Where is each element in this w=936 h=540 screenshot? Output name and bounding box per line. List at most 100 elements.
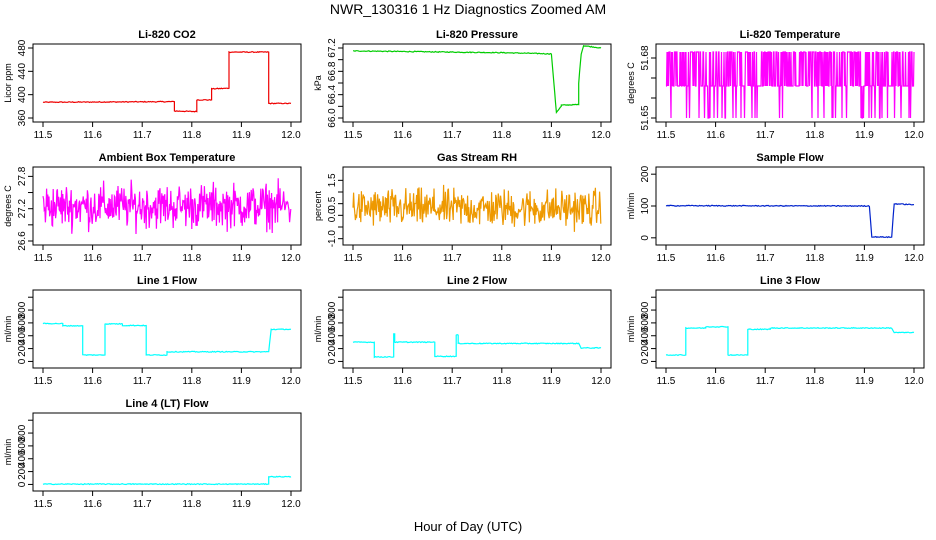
x-tick-label: 11.7: [133, 253, 152, 264]
y-tick-label: 0.5: [327, 196, 338, 210]
x-tick-label: 11.5: [344, 253, 363, 264]
plot-frame: [342, 289, 612, 369]
x-tick-label: 11.8: [492, 253, 511, 264]
series-line: [42, 322, 292, 357]
panel-3: Li-820 Temperature 11.5 11.6 11.7 11.8 11.9 12…: [626, 29, 925, 141]
y-axis-label: ml/min: [626, 316, 636, 343]
x-tick-label: 11.5: [34, 376, 53, 387]
panel-title: Li-820 Temperature: [740, 29, 841, 41]
plot-frame: [342, 166, 612, 246]
panel-title: Line 1 Flow: [137, 275, 197, 287]
y-tick-label: 200: [640, 340, 651, 357]
x-tick-label: 12.0: [281, 376, 301, 387]
x-tick-label: 11.6: [83, 376, 102, 387]
y-axis-label: Licor ppm: [3, 63, 13, 103]
series-line: [352, 333, 602, 359]
series-line: [665, 203, 915, 239]
x-tick-label: 12.0: [591, 130, 611, 141]
series-line: [42, 178, 292, 235]
y-tick-label: 200: [17, 340, 28, 357]
x-tick-label: 11.9: [232, 499, 251, 510]
y-tick-label: -1.0: [327, 230, 338, 248]
x-tick-label: 11.6: [393, 253, 412, 264]
x-tick-label: 11.9: [542, 376, 561, 387]
series-line: [665, 51, 915, 119]
panel-10: Line 4 (LT) Flow 11.5 11.6 11.7 11.8 11.9 12.0…: [3, 398, 302, 510]
x-tick-label: 11.9: [232, 376, 251, 387]
x-tick-label: 11.6: [83, 253, 102, 264]
panel-1: Li-820 CO2 11.5 11.6 11.7 11.8 11.9 12.0 360 400…: [3, 29, 302, 141]
series-line: [665, 325, 915, 357]
panel-title: Gas Stream RH: [437, 152, 517, 164]
y-axis-label: ml/min: [3, 439, 13, 466]
x-tick-label: 11.7: [756, 253, 775, 264]
x-tick-label: 11.7: [756, 376, 775, 387]
y-tick-label: 800: [17, 424, 28, 441]
y-tick-label: 1.5: [327, 173, 338, 187]
x-tick-label: 11.6: [83, 130, 102, 141]
y-tick-label: 66.0: [327, 108, 338, 128]
x-tick-label: 11.7: [443, 130, 462, 141]
series-line: [42, 475, 292, 486]
y-tick-label: 66.4: [327, 84, 338, 104]
x-tick-label: 11.9: [542, 130, 561, 141]
x-tick-label: 11.7: [443, 376, 462, 387]
x-tick-label: 11.5: [34, 499, 53, 510]
y-tick-label: 0.0: [327, 208, 338, 222]
y-tick-label: 27.2: [17, 199, 28, 219]
figure-xlabel: Hour of Day (UTC): [414, 519, 522, 534]
y-tick-label: 67.2: [327, 38, 338, 58]
figure-title: NWR_130316 1 Hz Diagnostics Zoomed AM: [330, 1, 606, 17]
panel-title: Line 4 (LT) Flow: [126, 398, 209, 410]
y-tick-label: 66.8: [327, 61, 338, 81]
x-tick-label: 12.0: [591, 253, 611, 264]
y-tick-label: 360: [17, 109, 28, 126]
panel-8: Line 2 Flow 11.5 11.6 11.7 11.8 11.9 12.0 02004…: [313, 275, 612, 387]
y-axis-label: ml/min: [313, 316, 323, 343]
x-tick-label: 11.9: [855, 376, 874, 387]
plot-frame: [655, 289, 925, 369]
y-tick-label: 51.68: [640, 45, 651, 70]
y-tick-label: 600: [327, 314, 338, 331]
plot-frame: [32, 166, 302, 246]
x-tick-label: 11.7: [443, 253, 462, 264]
series-line: [353, 45, 602, 114]
x-tick-label: 11.6: [393, 376, 412, 387]
x-tick-label: 12.0: [281, 253, 301, 264]
x-tick-label: 11.8: [182, 376, 201, 387]
x-tick-label: 12.0: [904, 376, 924, 387]
x-tick-label: 11.5: [657, 376, 676, 387]
x-tick-label: 11.9: [855, 253, 874, 264]
x-tick-label: 11.8: [805, 130, 824, 141]
x-tick-label: 11.8: [492, 376, 511, 387]
panel-title: Ambient Box Temperature: [99, 152, 236, 164]
y-axis-label: ml/min: [3, 316, 13, 343]
x-tick-label: 11.9: [855, 130, 874, 141]
panel-title: Line 2 Flow: [447, 275, 507, 287]
y-axis-label: kPa: [313, 75, 323, 91]
x-tick-label: 11.5: [34, 130, 53, 141]
plot-frame: [32, 289, 302, 369]
x-tick-label: 12.0: [281, 499, 301, 510]
y-axis-label: degrees C: [626, 62, 636, 104]
y-tick-label: 600: [17, 314, 28, 331]
x-tick-label: 11.7: [133, 376, 152, 387]
x-tick-label: 11.6: [83, 499, 102, 510]
x-tick-label: 11.9: [232, 253, 251, 264]
series-line: [352, 184, 602, 232]
y-tick-label: 400: [17, 450, 28, 467]
y-tick-label: 26.6: [17, 231, 28, 251]
x-tick-label: 11.6: [393, 130, 412, 141]
y-tick-label: 100: [640, 197, 651, 214]
panel-title: Li-820 Pressure: [436, 29, 518, 41]
panel-title: Line 3 Flow: [760, 275, 820, 287]
y-tick-label: 400: [17, 327, 28, 344]
x-tick-label: 11.8: [492, 130, 511, 141]
y-tick-label: 0: [640, 358, 651, 364]
plot-frame: [342, 43, 612, 123]
x-tick-label: 11.8: [805, 253, 824, 264]
x-tick-label: 11.8: [182, 253, 201, 264]
x-tick-label: 12.0: [904, 130, 924, 141]
x-tick-label: 11.5: [34, 253, 53, 264]
